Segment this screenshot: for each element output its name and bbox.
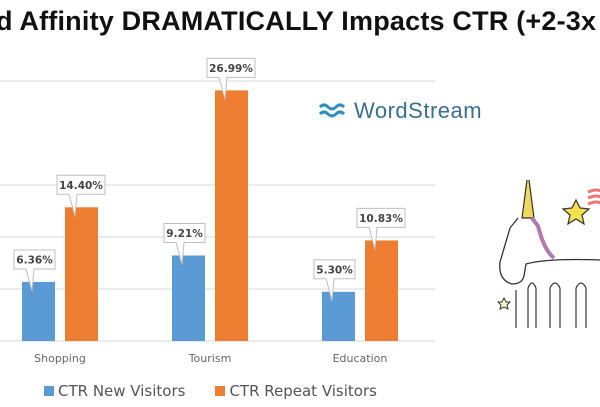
data-label: 9.21% [166, 228, 203, 240]
legend-swatch-new [44, 386, 54, 396]
bar-repeat [65, 207, 98, 341]
wordstream-logo: WordStream [318, 98, 482, 124]
category-label: Shopping [34, 352, 86, 365]
data-label-callout [313, 259, 356, 301]
legend-label-repeat: CTR Repeat Visitors [229, 382, 377, 400]
data-label-callout [56, 174, 106, 217]
bar-new [22, 281, 55, 341]
unicorn-illustration [496, 180, 600, 328]
legend: CTR New Visitors CTR Repeat Visitors [44, 382, 377, 400]
legend-item-repeat: CTR Repeat Visitors [215, 382, 377, 400]
bar-new [172, 255, 205, 341]
category-label: Tourism [188, 352, 232, 365]
data-label-callout [163, 222, 206, 265]
bar-new [322, 291, 355, 341]
data-label: 10.83% [359, 213, 403, 225]
data-label: 14.40% [59, 180, 103, 192]
category-label: Education [333, 352, 388, 365]
data-label-callout [13, 249, 56, 292]
chart-title: d Affinity DRAMATICALLY Impacts CTR (+2-… [0, 6, 597, 36]
legend-item-new: CTR New Visitors [44, 382, 185, 400]
bar-repeat [365, 240, 398, 341]
data-label: 6.36% [16, 254, 53, 266]
legend-swatch-repeat [215, 386, 226, 396]
bar-repeat [215, 90, 248, 341]
data-label: 26.99% [209, 63, 253, 75]
bar-chart: Shopping 6.36% 14.40% Tourism 9.21% 26.99% Edu… [0, 57, 435, 365]
wave-icon [318, 103, 346, 118]
data-label-callout [206, 57, 256, 100]
data-label: 5.30% [316, 264, 353, 276]
legend-label-new: CTR New Visitors [58, 382, 186, 400]
logo-text: WordStream [354, 98, 483, 123]
data-label-callout [356, 207, 406, 250]
